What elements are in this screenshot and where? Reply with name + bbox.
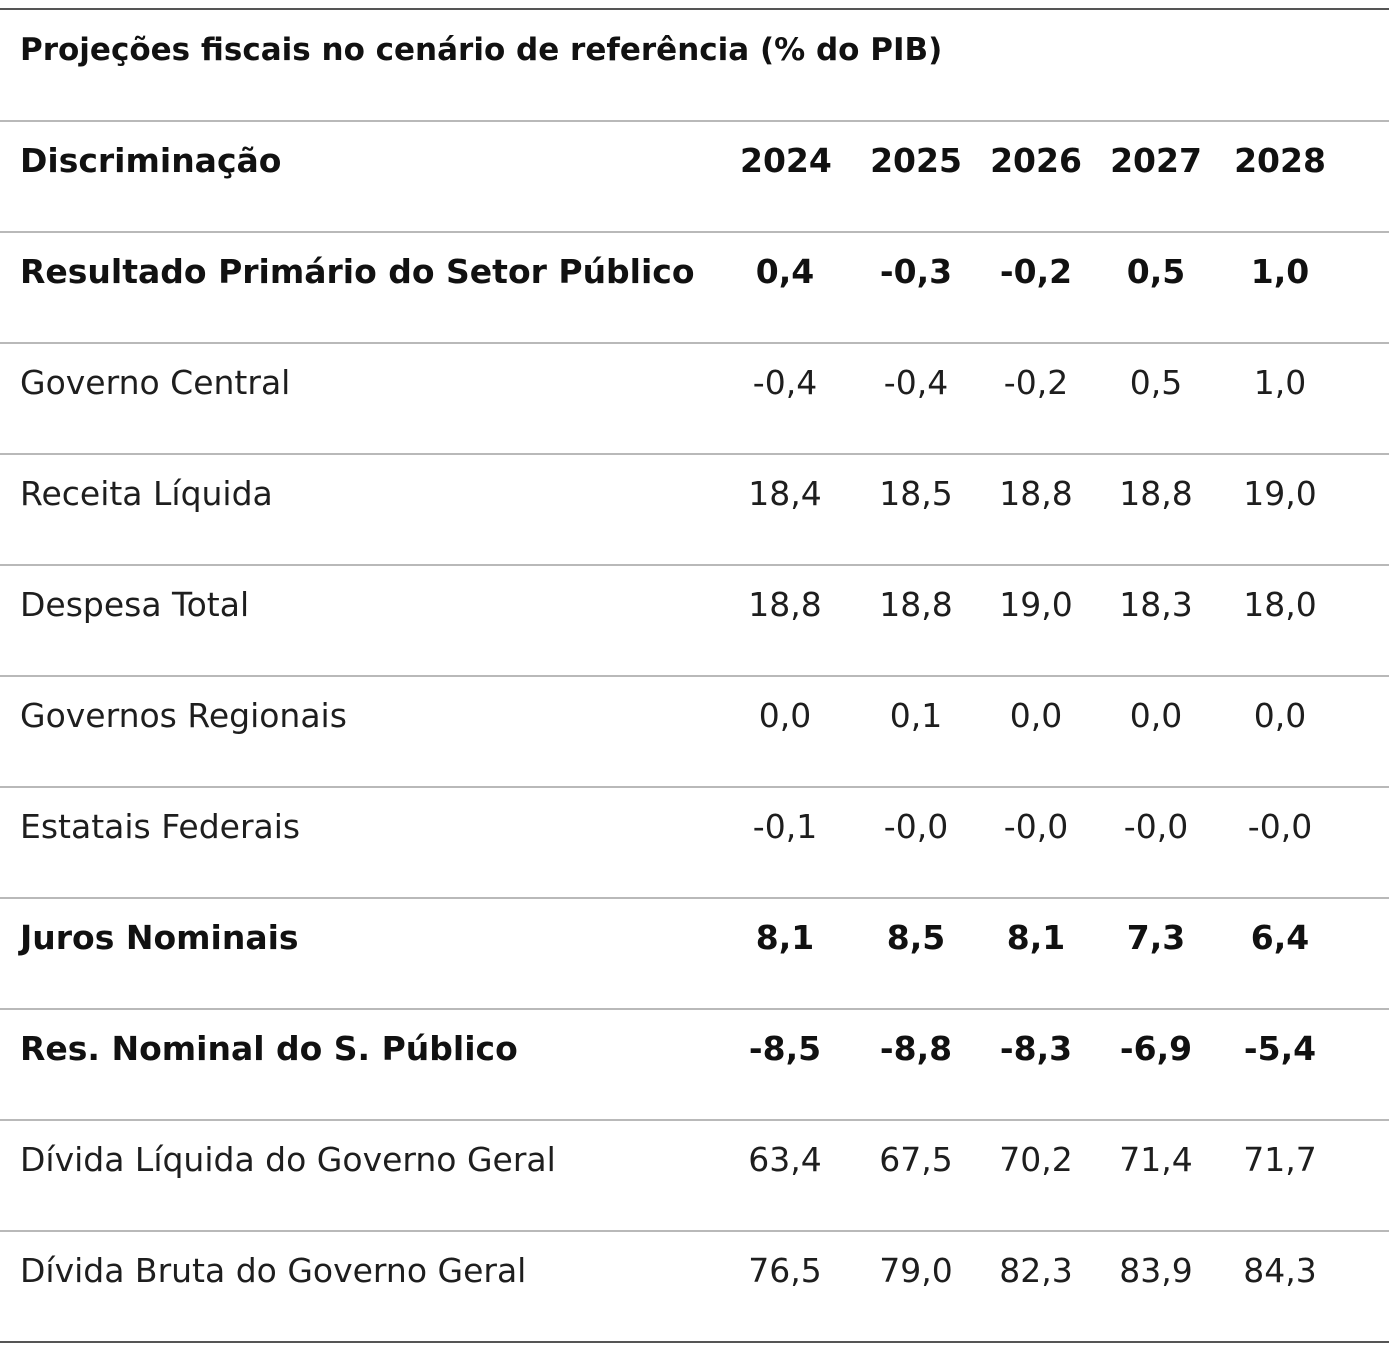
table-row: Estatais Federais -0,1 -0,0 -0,0 -0,0 -0,0 [0, 788, 1389, 899]
row-value-2024: -0,1 [752, 807, 818, 846]
table-row: Juros Nominais 8,1 8,5 8,1 7,3 6,4 [0, 899, 1389, 1010]
row-value-2025: 79,0 [879, 1251, 953, 1290]
row-value-2026: 70,2 [999, 1140, 1073, 1179]
row-value-2026: -0,2 [999, 252, 1073, 291]
table-row: Res. Nominal do S. Público -8,5 -8,8 -8,3 -6… [0, 1010, 1389, 1121]
row-label: Juros Nominais [20, 918, 299, 957]
row-value-2025: -8,8 [879, 1029, 953, 1068]
row-value-2028: 71,7 [1243, 1140, 1317, 1179]
row-value-2024: 63,4 [748, 1140, 822, 1179]
row-value-2027: 18,3 [1119, 585, 1193, 624]
row-value-2024: 76,5 [748, 1251, 822, 1290]
row-value-2024: -0,4 [752, 363, 818, 402]
row-value-2025: -0,0 [883, 807, 949, 846]
row-value-2024: 0,0 [758, 696, 812, 735]
row-value-2027: 83,9 [1119, 1251, 1193, 1290]
row-value-2026: 19,0 [999, 585, 1073, 624]
row-value-2026: 82,3 [999, 1251, 1073, 1290]
row-value-2024: 8,1 [755, 918, 815, 957]
row-value-2025: 8,5 [886, 918, 946, 957]
row-value-2025: 67,5 [879, 1140, 953, 1179]
row-value-2024: 18,8 [748, 585, 822, 624]
header-year-2024: 2024 [740, 141, 832, 180]
row-value-2027: 7,3 [1126, 918, 1186, 957]
table-row: Dívida Líquida do Governo Geral 63,4 67,5 7… [0, 1121, 1389, 1232]
row-value-2025: 0,1 [889, 696, 943, 735]
table-row: Dívida Bruta do Governo Geral 76,5 79,0 82,… [0, 1232, 1389, 1343]
row-value-2024: 0,4 [755, 252, 815, 291]
row-value-2027: -0,0 [1123, 807, 1189, 846]
row-value-2028: -5,4 [1243, 1029, 1317, 1068]
row-value-2028: -0,0 [1247, 807, 1313, 846]
row-value-2026: 18,8 [999, 474, 1073, 513]
row-value-2028: 84,3 [1243, 1251, 1317, 1290]
row-value-2028: 0,0 [1253, 696, 1307, 735]
row-value-2026: -0,2 [1003, 363, 1069, 402]
row-value-2026: 8,1 [1006, 918, 1066, 957]
row-value-2027: 0,5 [1126, 252, 1186, 291]
fiscal-projections-table: Projeções fiscais no cenário de referênc… [0, 8, 1389, 1343]
row-value-2027: 0,0 [1129, 696, 1183, 735]
table-row: Governo Central -0,4 -0,4 -0,2 0,5 1,0 [0, 344, 1389, 455]
row-label: Resultado Primário do Setor Público [20, 252, 695, 291]
row-value-2026: -8,3 [999, 1029, 1073, 1068]
row-value-2026: 0,0 [1009, 696, 1063, 735]
row-value-2026: -0,0 [1003, 807, 1069, 846]
table-row: Resultado Primário do Setor Público 0,4 -0… [0, 233, 1389, 344]
header-year-2027: 2027 [1110, 141, 1202, 180]
row-label: Despesa Total [20, 585, 250, 624]
row-label: Governos Regionais [20, 696, 347, 735]
table-header-row: Discriminação 2024 2025 2026 2027 2028 [0, 122, 1389, 233]
header-discriminacao: Discriminação [20, 141, 282, 180]
row-value-2025: 18,8 [879, 585, 953, 624]
row-value-2027: 71,4 [1119, 1140, 1193, 1179]
row-value-2028: 1,0 [1250, 252, 1310, 291]
row-value-2027: -6,9 [1119, 1029, 1193, 1068]
row-label: Res. Nominal do S. Público [20, 1029, 518, 1068]
table-body: Resultado Primário do Setor Público 0,4 -0… [0, 233, 1389, 1343]
row-value-2028: 1,0 [1253, 363, 1307, 402]
row-value-2028: 18,0 [1243, 585, 1317, 624]
table-title-row: Projeções fiscais no cenário de referênc… [0, 10, 1389, 122]
row-value-2027: 18,8 [1119, 474, 1193, 513]
table-title: Projeções fiscais no cenário de referênc… [20, 32, 943, 68]
row-value-2028: 19,0 [1243, 474, 1317, 513]
row-value-2025: -0,4 [883, 363, 949, 402]
header-year-2028: 2028 [1234, 141, 1326, 180]
row-label: Estatais Federais [20, 807, 301, 846]
row-label: Dívida Líquida do Governo Geral [20, 1140, 556, 1179]
header-year-2026: 2026 [990, 141, 1082, 180]
row-value-2028: 6,4 [1250, 918, 1310, 957]
row-label: Dívida Bruta do Governo Geral [20, 1251, 527, 1290]
row-label: Receita Líquida [20, 474, 273, 513]
row-value-2025: -0,3 [879, 252, 953, 291]
header-year-2025: 2025 [870, 141, 962, 180]
row-value-2024: -8,5 [748, 1029, 822, 1068]
row-value-2024: 18,4 [748, 474, 822, 513]
table-row: Despesa Total 18,8 18,8 19,0 18,3 18,0 [0, 566, 1389, 677]
row-value-2025: 18,5 [879, 474, 953, 513]
row-value-2027: 0,5 [1129, 363, 1183, 402]
row-label: Governo Central [20, 363, 291, 402]
table-row: Governos Regionais 0,0 0,1 0,0 0,0 0,0 [0, 677, 1389, 788]
table-row: Receita Líquida 18,4 18,5 18,8 18,8 19,0 [0, 455, 1389, 566]
